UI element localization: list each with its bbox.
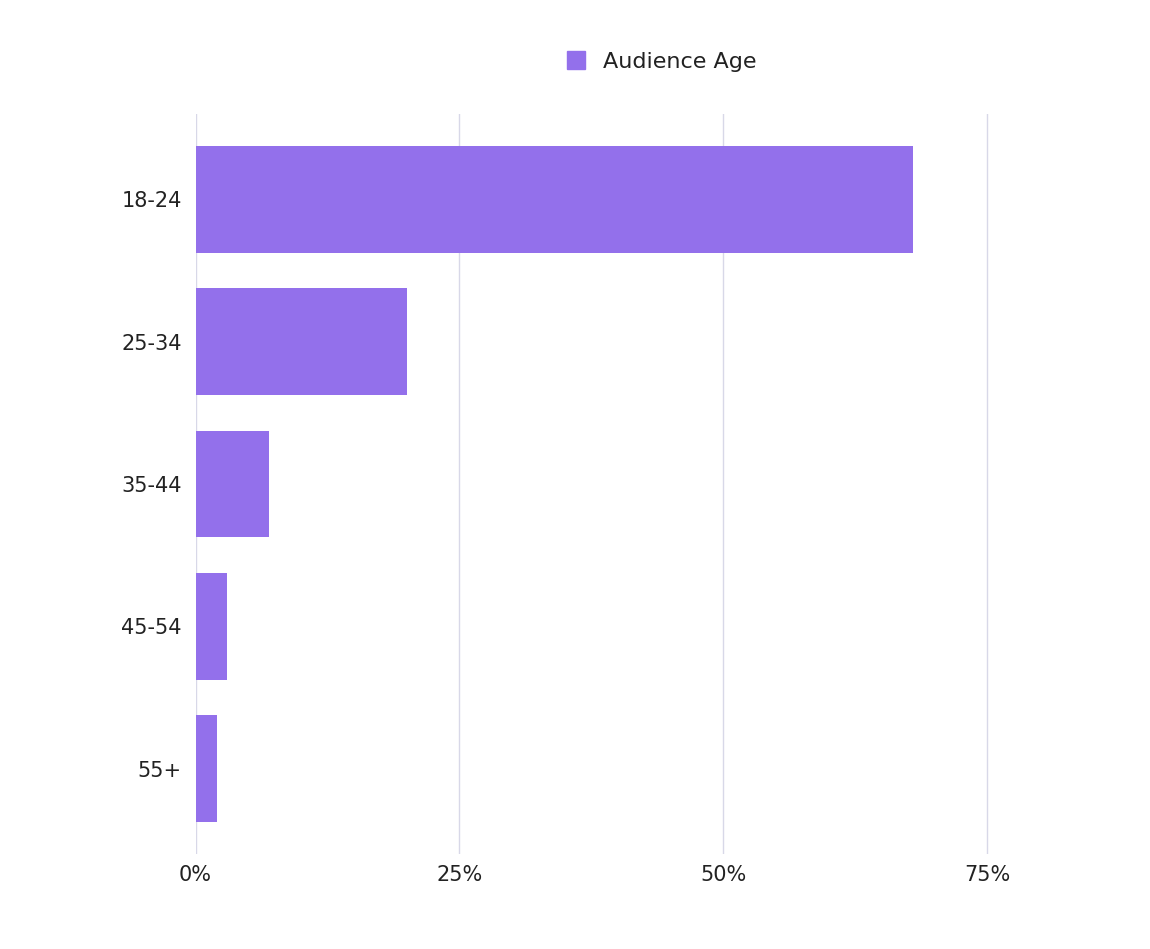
Bar xyxy=(196,146,913,252)
Bar xyxy=(196,573,228,679)
Bar xyxy=(196,288,407,395)
Legend: Audience Age: Audience Age xyxy=(567,51,757,72)
Bar xyxy=(196,431,269,537)
Bar xyxy=(196,716,216,822)
